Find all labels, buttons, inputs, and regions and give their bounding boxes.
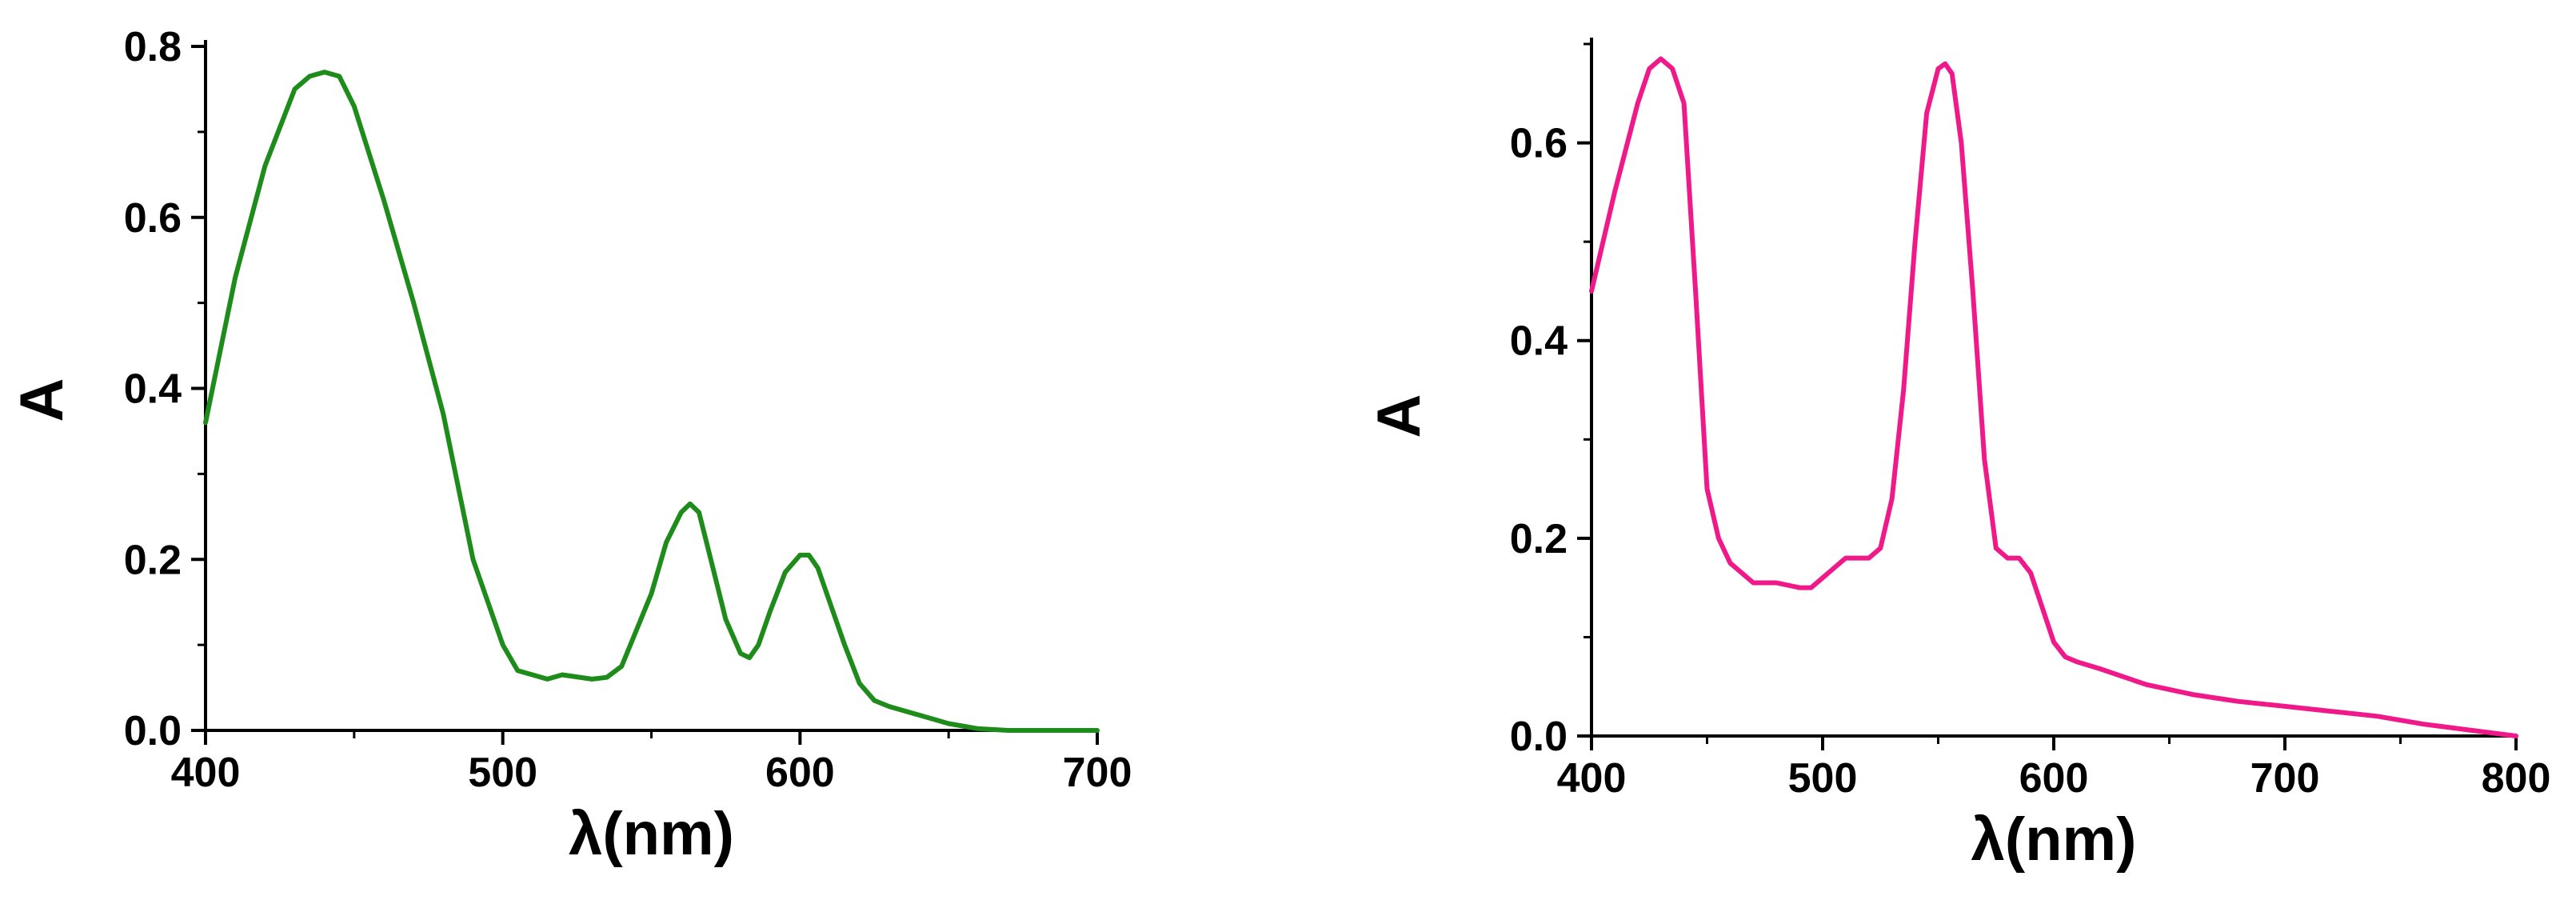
y-tick-label: 0.2 — [124, 537, 182, 583]
x-tick-label: 700 — [2251, 755, 2320, 802]
series-line — [1589, 56, 2518, 738]
y-tick-label: 0.0 — [1510, 714, 1568, 760]
chart-left: 400 500 600 700 0.0 0.2 0.4 0.6 0.8 λ(nm) A — [8, 24, 1132, 868]
series-line — [203, 70, 1100, 733]
y-tick-label: 0.8 — [124, 24, 182, 70]
x-tick-label: 700 — [1063, 750, 1132, 796]
x-tick-label: 600 — [2019, 755, 2089, 802]
x-tick-label: 400 — [171, 750, 241, 796]
x-tick-label: 800 — [2482, 755, 2551, 802]
x-axis-title: λ(nm) — [569, 800, 734, 868]
chart-right: 400 500 600 700 800 0.0 0.2 0.4 0.6 λ(nm) A — [1365, 38, 2550, 874]
y-tick-label: 0.6 — [1510, 121, 1568, 167]
x-tick-label: 600 — [765, 750, 835, 796]
y-axis-title: A — [1365, 394, 1433, 438]
x-tick-label: 400 — [1557, 755, 1627, 802]
y-tick-label: 0.2 — [1510, 516, 1568, 562]
y-tick-label: 0.4 — [124, 366, 182, 413]
y-tick-label: 0.6 — [124, 195, 182, 242]
x-tick-label: 500 — [1788, 755, 1858, 802]
y-tick-label: 0.4 — [1510, 318, 1568, 365]
x-axis-title: λ(nm) — [1971, 806, 2137, 874]
y-tick-label: 0.0 — [124, 708, 182, 754]
y-axis-title: A — [8, 378, 76, 422]
x-tick-label: 500 — [468, 750, 537, 796]
